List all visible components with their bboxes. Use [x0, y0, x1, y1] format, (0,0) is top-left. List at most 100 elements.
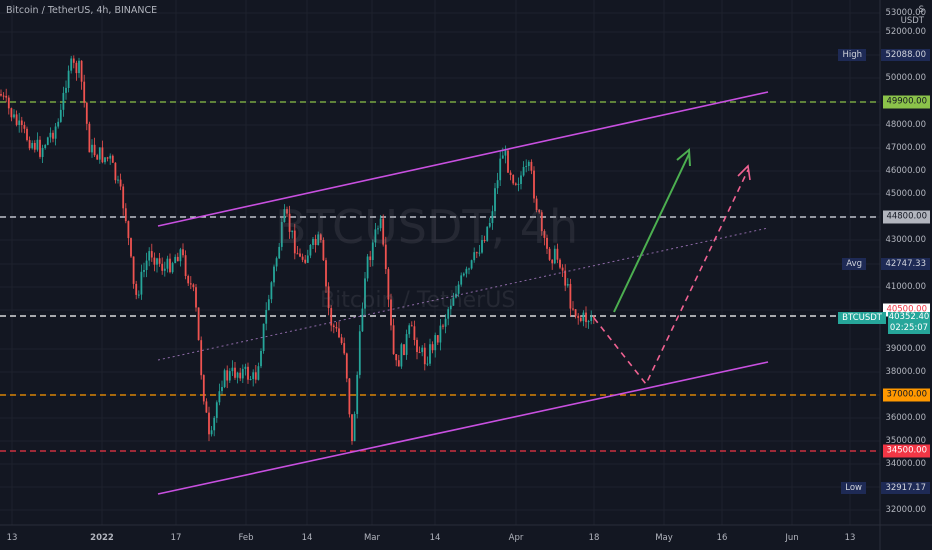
candle-body	[442, 325, 444, 327]
candle-body	[176, 256, 179, 262]
candle-body	[470, 260, 473, 269]
candle-body	[473, 252, 476, 261]
price-tick: 36000.00	[885, 413, 926, 423]
symbol-watermark: BTCUSDT, 4h	[275, 200, 579, 254]
candle-body	[452, 297, 455, 306]
low-value: 32917.17	[881, 482, 930, 494]
candle-body	[2, 95, 5, 97]
candle-body	[291, 230, 294, 232]
currency-label: USDT	[900, 16, 924, 26]
price-tick: 43000.00	[885, 235, 926, 245]
candle-body	[28, 140, 31, 149]
candle-body	[140, 271, 143, 295]
candle-body	[293, 230, 296, 254]
candle-body	[574, 309, 577, 316]
candle-body	[192, 284, 195, 288]
level-badge-49900: 49900.00	[883, 95, 930, 109]
candle-body	[504, 150, 507, 156]
time-tick: 14	[301, 533, 313, 543]
candle-body	[486, 226, 489, 241]
candle-body	[361, 308, 364, 332]
candle-body	[590, 316, 593, 321]
candle-body	[161, 263, 164, 271]
time-tick: May	[655, 533, 673, 543]
candle-body	[132, 256, 135, 284]
candle-body	[491, 211, 494, 223]
candle-body	[184, 255, 187, 276]
candle-body	[202, 375, 205, 402]
candle-body	[309, 245, 312, 256]
candle-body	[369, 256, 372, 260]
candle-body	[166, 258, 169, 269]
candle-body	[226, 370, 229, 381]
bullish-arrow-head	[676, 147, 691, 167]
candle-body	[98, 147, 101, 160]
candle-body	[475, 252, 478, 254]
candle-body	[364, 278, 366, 309]
candle-body	[468, 268, 470, 270]
candle-body	[236, 372, 239, 378]
candle-body	[288, 213, 291, 232]
time-tick: Mar	[363, 533, 381, 543]
candle-body	[356, 374, 359, 414]
candle-body	[444, 318, 447, 327]
candle-body	[174, 256, 177, 264]
candle-body	[353, 414, 356, 442]
candle-body	[371, 242, 374, 260]
candle-body	[535, 198, 538, 210]
currency-selector[interactable]: S USDT	[901, 5, 924, 27]
candle-body	[254, 372, 257, 380]
time-tick: Feb	[238, 533, 254, 543]
time-tick: 13	[6, 533, 18, 543]
candle-body	[163, 268, 166, 271]
level-value: 40500.00	[886, 304, 927, 315]
candle-body	[265, 310, 268, 324]
candle-body	[416, 339, 418, 352]
candle-body	[413, 326, 416, 340]
candle-body	[83, 81, 86, 103]
candle-body	[239, 372, 242, 379]
name-watermark: Bitcoin / TetherUS	[320, 288, 516, 313]
bar-countdown: 02:25:07	[889, 323, 929, 333]
candle-body	[546, 237, 548, 249]
price-tick: 32000.00	[885, 505, 926, 515]
avg-value: 42747.33	[881, 258, 930, 270]
level-value: 34500.00	[886, 445, 927, 456]
channel-mid-line	[157, 227, 769, 361]
candle-body	[564, 270, 567, 286]
high-value: 52088.00	[881, 49, 930, 61]
level-value: 49900.00	[886, 96, 927, 107]
candle-body	[275, 258, 278, 267]
candle-body	[145, 260, 148, 270]
candle-body	[72, 58, 75, 63]
candle-body	[114, 162, 117, 181]
candle-body	[457, 284, 460, 294]
candle-body	[122, 186, 125, 209]
candle-body	[62, 92, 65, 110]
price-tick: 38000.00	[885, 367, 926, 377]
price-tick: 46000.00	[885, 166, 926, 176]
candle-body	[39, 139, 41, 157]
time-tick: 16	[716, 533, 728, 543]
candle-body	[332, 325, 335, 327]
candle-body	[423, 347, 426, 365]
candle-body	[410, 325, 413, 327]
price-tick: 35000.00	[885, 436, 926, 446]
candle-body	[137, 294, 140, 296]
candle-body	[306, 255, 309, 263]
candle-body	[592, 316, 595, 318]
price-tick: 34000.00	[885, 459, 926, 469]
candle-body	[314, 239, 317, 245]
chart-title[interactable]: Bitcoin / TetherUS, 4h, BINANCE	[6, 5, 158, 16]
candle-body	[478, 252, 481, 254]
candle-body	[418, 352, 421, 354]
price-tick: 47000.00	[885, 143, 926, 153]
high-tag: High	[838, 49, 866, 61]
candle-body	[153, 257, 156, 265]
candle-body	[517, 183, 520, 185]
candle-body	[577, 315, 580, 318]
candle-body	[377, 228, 379, 230]
candle-body	[556, 248, 559, 260]
